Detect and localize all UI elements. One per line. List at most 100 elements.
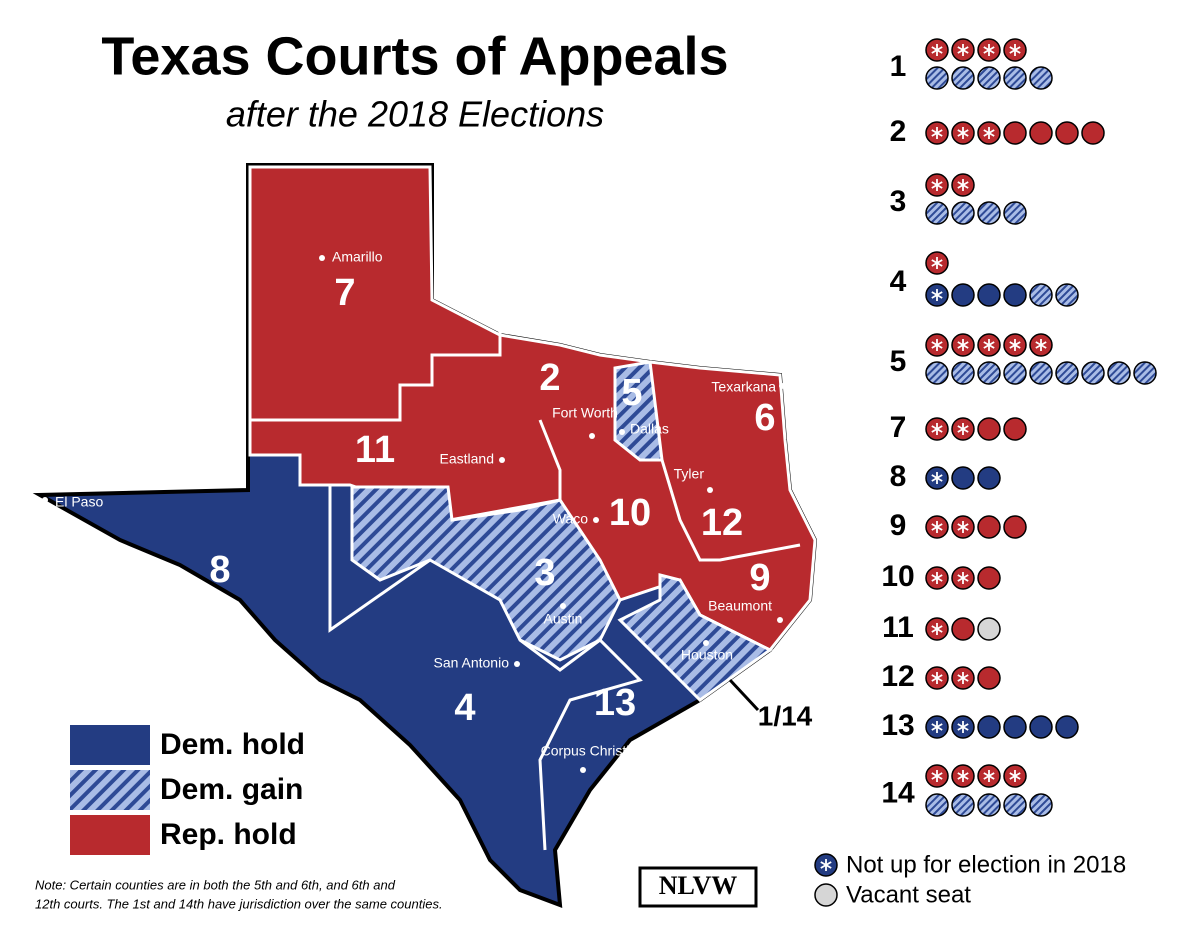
seat-legend-label: Not up for election in 2018 xyxy=(846,851,1126,878)
seat xyxy=(977,201,1001,225)
seat-star xyxy=(820,861,832,869)
seat xyxy=(1003,283,1027,307)
district-number: 13 xyxy=(594,682,636,724)
city-dot xyxy=(619,429,625,435)
district-number: 10 xyxy=(609,492,651,534)
district-border xyxy=(250,330,502,422)
district-number: 12 xyxy=(701,502,743,544)
court-number: 2 xyxy=(890,115,907,148)
seat-star xyxy=(957,723,969,731)
district-number: 4 xyxy=(454,687,475,729)
title: Texas Courts of Appeals xyxy=(101,26,728,86)
city-dot xyxy=(499,457,505,463)
city-dot xyxy=(593,517,599,523)
district-5-gain xyxy=(613,360,664,462)
seat-star xyxy=(983,46,995,54)
seat xyxy=(925,793,949,817)
seat xyxy=(977,666,1001,690)
seat xyxy=(1055,121,1079,145)
seat xyxy=(977,466,1001,490)
city-label: Eastland xyxy=(440,451,494,467)
district-border xyxy=(519,638,643,851)
seat-legend-vacant xyxy=(814,883,838,907)
district-number: 3 xyxy=(534,552,555,594)
city-label: Corpus Christi xyxy=(541,743,630,759)
seat-star xyxy=(931,723,943,731)
seat-star xyxy=(931,523,943,531)
seat xyxy=(1003,715,1027,739)
seat xyxy=(1003,793,1027,817)
city-label: Beaumont xyxy=(708,598,772,614)
seat xyxy=(1029,283,1053,307)
seat-star xyxy=(931,625,943,633)
leader-line xyxy=(728,678,760,712)
city-label: Fort Worth xyxy=(552,405,618,421)
seat xyxy=(977,283,1001,307)
legend-label: Dem. hold xyxy=(160,728,305,761)
city-dot xyxy=(777,617,783,623)
seat-star xyxy=(957,674,969,682)
seat xyxy=(1029,121,1053,145)
district-number: 11 xyxy=(355,429,395,471)
seat xyxy=(1029,66,1053,90)
city-label: Dallas xyxy=(630,421,669,437)
court-number: 11 xyxy=(882,611,914,644)
seat-star xyxy=(931,259,943,267)
district-border xyxy=(538,419,562,500)
court-number: 13 xyxy=(881,709,914,742)
subtitle: after the 2018 Elections xyxy=(226,94,604,135)
legend-label: Dem. gain xyxy=(160,773,303,806)
city-dot xyxy=(779,383,785,389)
city-dot xyxy=(707,487,713,493)
seat-star xyxy=(983,772,995,780)
note: Note: Certain counties are in both the 5… xyxy=(35,877,396,892)
court-number: 7 xyxy=(890,411,907,444)
city-dot xyxy=(580,767,586,773)
seat xyxy=(1055,715,1079,739)
seat xyxy=(1003,361,1027,385)
seat xyxy=(977,515,1001,539)
seat xyxy=(951,793,975,817)
seat-star xyxy=(1009,46,1021,54)
seat xyxy=(977,361,1001,385)
legend-swatch xyxy=(70,815,150,855)
seat-star xyxy=(957,341,969,349)
seat-star xyxy=(957,129,969,137)
seat xyxy=(1003,417,1027,441)
seat-star xyxy=(931,291,943,299)
city-label: San Antonio xyxy=(433,655,509,671)
seat-star xyxy=(931,474,943,482)
seat xyxy=(977,715,1001,739)
district-number: 7 xyxy=(334,272,355,314)
rep-region xyxy=(248,165,817,652)
legend-swatch xyxy=(70,770,150,810)
court-number: 9 xyxy=(890,509,907,542)
logo: NLVW xyxy=(659,871,738,900)
court-number: 3 xyxy=(890,185,907,218)
seat xyxy=(951,283,975,307)
city-dot xyxy=(560,603,566,609)
city-dot xyxy=(514,661,520,667)
seat xyxy=(1029,793,1053,817)
seat xyxy=(951,201,975,225)
seat xyxy=(1055,361,1079,385)
court-number: 8 xyxy=(890,460,907,493)
city-label: Amarillo xyxy=(332,249,383,265)
logo-box xyxy=(638,866,758,908)
map xyxy=(32,163,818,908)
seat-star xyxy=(957,46,969,54)
district-1-14-gain xyxy=(617,573,773,702)
seat-star xyxy=(957,181,969,189)
court-number: 10 xyxy=(881,560,914,593)
seat xyxy=(977,417,1001,441)
district-number: 9 xyxy=(749,557,770,599)
seat xyxy=(1107,361,1131,385)
seat-star xyxy=(983,341,995,349)
city-label: Waco xyxy=(553,511,588,527)
city-label: Houston xyxy=(681,647,733,663)
seat-star xyxy=(931,46,943,54)
seat xyxy=(951,361,975,385)
seat xyxy=(977,793,1001,817)
seat xyxy=(1003,201,1027,225)
court-number: 12 xyxy=(881,660,914,693)
